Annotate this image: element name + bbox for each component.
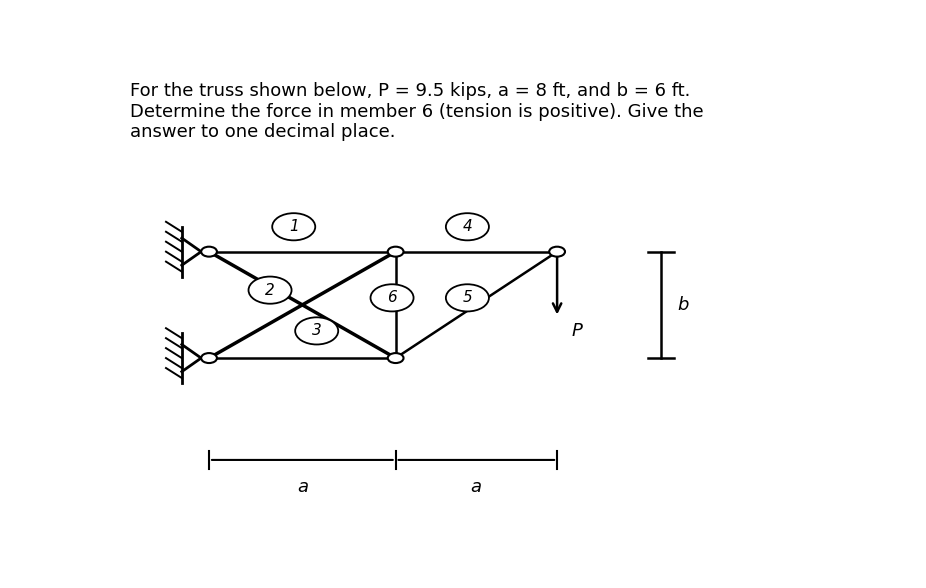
Text: 2: 2 — [265, 283, 275, 298]
Circle shape — [295, 318, 338, 345]
Text: P: P — [571, 322, 582, 340]
Circle shape — [445, 284, 489, 312]
Circle shape — [445, 213, 489, 240]
Text: a: a — [470, 478, 482, 496]
Circle shape — [549, 247, 565, 256]
Text: 1: 1 — [289, 219, 298, 234]
Text: 4: 4 — [462, 219, 472, 234]
Text: a: a — [297, 478, 307, 496]
Text: b: b — [677, 296, 688, 314]
Circle shape — [272, 213, 315, 240]
Text: 5: 5 — [462, 290, 472, 305]
Text: 3: 3 — [312, 323, 321, 339]
Circle shape — [388, 247, 404, 256]
Circle shape — [370, 284, 414, 312]
Circle shape — [248, 276, 292, 304]
Circle shape — [388, 353, 404, 363]
Text: For the truss shown below, P = 9.5 kips, a = 8 ft, and b = 6 ft.
Determine the f: For the truss shown below, P = 9.5 kips,… — [130, 82, 704, 142]
Circle shape — [201, 247, 217, 256]
Circle shape — [201, 353, 217, 363]
Text: 6: 6 — [387, 290, 397, 305]
